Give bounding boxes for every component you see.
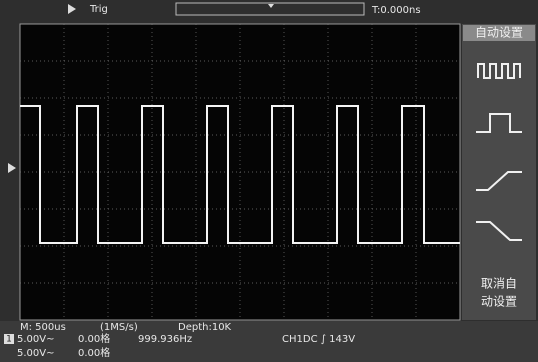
ch2-scale: 5.00V~ [17, 348, 55, 359]
ch2-offset: 0.00格 [78, 346, 110, 359]
depth: Depth:10K [178, 322, 232, 333]
ch1-offset: 0.00格 [78, 332, 110, 345]
trigger-time: T:0.000ns [371, 5, 421, 16]
menu-title: 自动设置 [475, 26, 523, 40]
oscilloscope-screen: Trig T:0.000ns 自动设置 取消自 动设置 M: 500us (1M… [0, 0, 538, 362]
frequency: 999.936Hz [138, 334, 192, 345]
ch1-scale: 5.00V~ [17, 334, 55, 345]
cancel-line: 动设置 [481, 295, 517, 309]
page: Trig T:0.000ns 自动设置 取消自 动设置 M: 500us (1M… [0, 0, 538, 362]
ch1-marker: 1 [6, 335, 12, 345]
trigger-info: CH1DC ∫ 143V [282, 334, 355, 345]
cancel-line: 取消自 [481, 277, 517, 291]
trig-label: Trig [89, 4, 108, 15]
sample-rate: (1MS/s) [100, 322, 138, 333]
timebase: M: 500us [20, 322, 66, 333]
